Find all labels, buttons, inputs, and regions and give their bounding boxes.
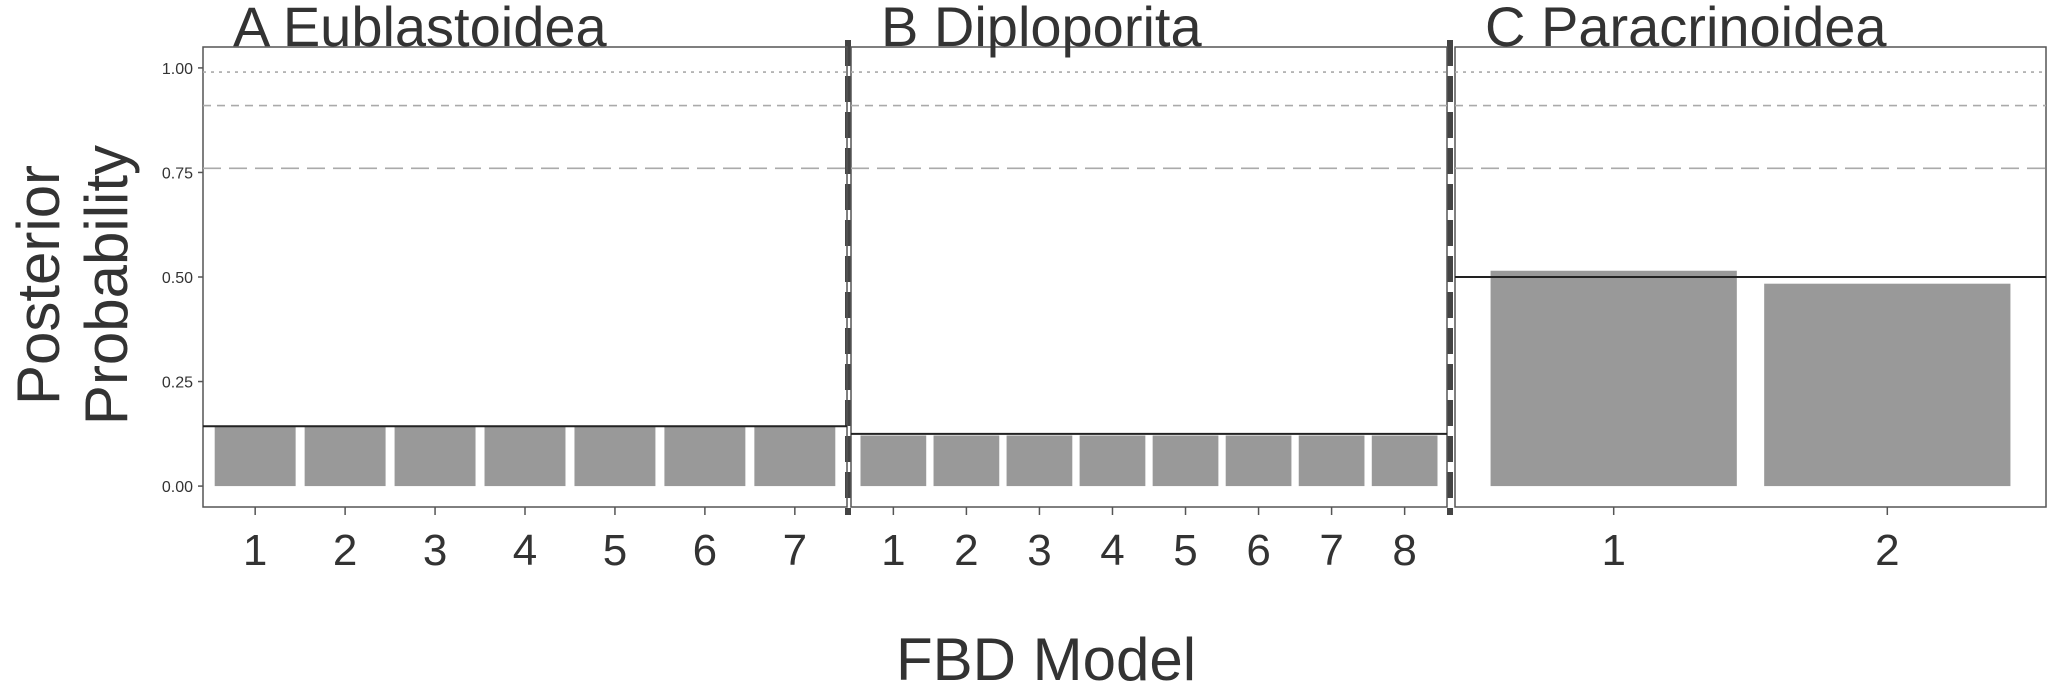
panel-title: C Paracrinoidea [1485,0,1887,58]
x-tick-label: 1 [1601,526,1625,575]
bar [754,426,836,487]
bar [1006,435,1073,487]
x-tick-label: 1 [243,526,267,575]
x-tick-label: 3 [1027,526,1051,575]
x-axis-label: FBD Model [896,626,1196,690]
y-tick-label: 1.00 [162,61,193,78]
x-tick-label: 1 [881,526,905,575]
x-tick-label: 6 [693,526,717,575]
bar [860,435,927,487]
x-tick-label: 4 [1100,526,1124,575]
x-tick-label: 7 [783,526,807,575]
bar [1371,435,1438,487]
bar [1490,270,1737,487]
bar [1152,435,1219,487]
x-tick-label: 2 [333,526,357,575]
x-tick-label: 5 [603,526,627,575]
bar [664,426,746,487]
x-tick-label: 3 [423,526,447,575]
bar [1298,435,1365,487]
panel-frame [850,46,1448,508]
bar [484,426,566,487]
x-tick-label: 8 [1392,526,1416,575]
x-tick-label: 2 [954,526,978,575]
y-tick-label: 0.25 [162,375,193,392]
x-tick-label: 2 [1875,526,1899,575]
bar [394,426,476,487]
y-tick-label: 0.50 [162,270,193,287]
panel-title: B Diploporita [881,0,1202,58]
x-tick-label: 5 [1173,526,1197,575]
y-axis-label: Posterior Probability [5,144,140,426]
bar [933,435,1000,487]
x-tick-label: 7 [1319,526,1343,575]
bar [574,426,656,487]
bar [1079,435,1146,487]
bar [214,426,296,487]
bar [1764,283,2011,487]
x-tick-label: 4 [513,526,537,575]
bar [1225,435,1292,487]
panel-title: A Eublastoidea [233,0,607,58]
bar [304,426,386,487]
x-tick-label: 6 [1246,526,1270,575]
y-tick-label: 0.75 [162,165,193,182]
y-tick-label: 0.00 [162,479,193,496]
